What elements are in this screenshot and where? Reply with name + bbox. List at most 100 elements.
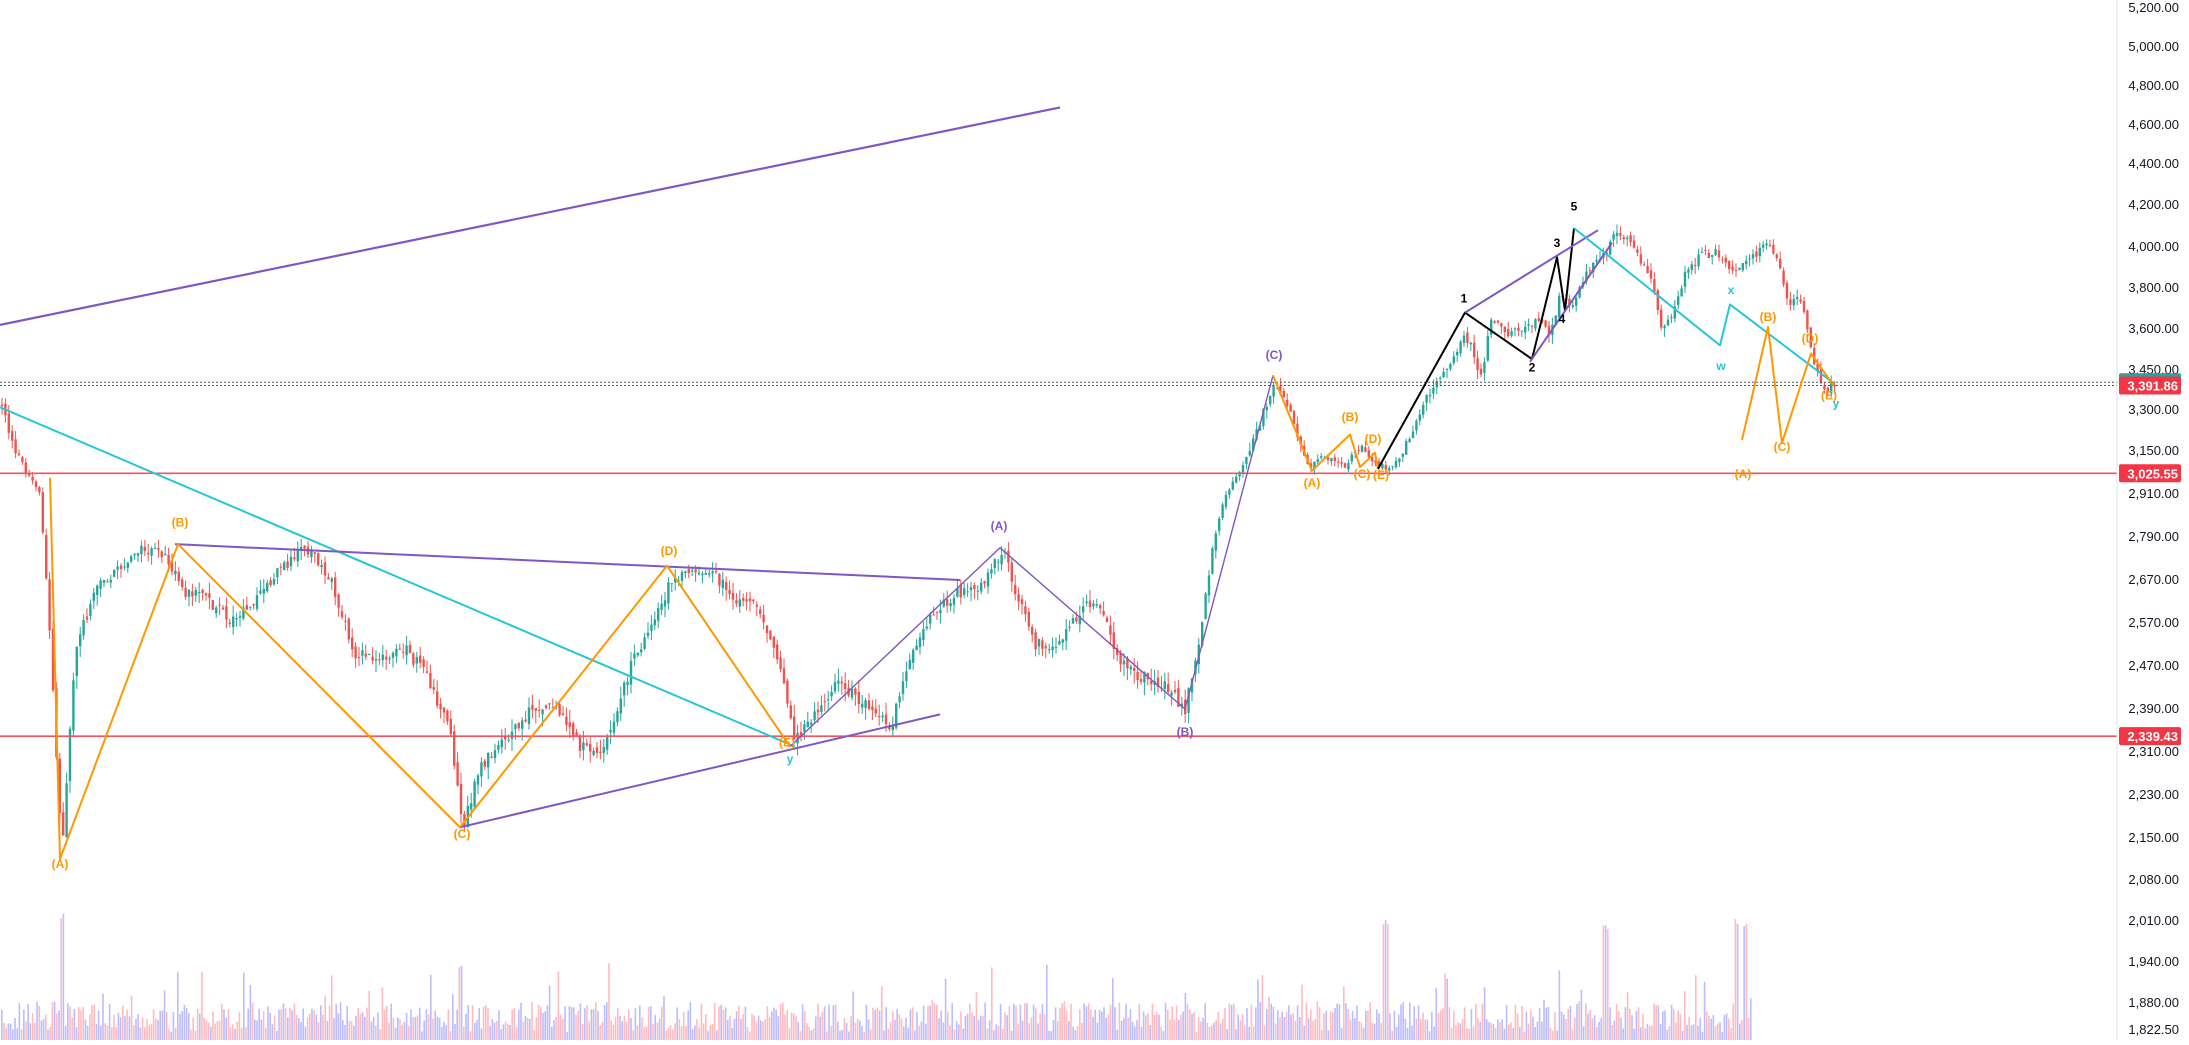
volume-bar (306, 1017, 309, 1040)
candle (1068, 620, 1071, 632)
y-tick-label: 4,600.00 (2128, 117, 2179, 132)
orange-wave-left[interactable] (49, 477, 791, 860)
cyan-descending-trendline[interactable] (0, 406, 796, 748)
volume-bar (1109, 1004, 1112, 1040)
candle (1493, 320, 1496, 325)
candle (208, 582, 211, 610)
candle (218, 597, 221, 616)
volume-bar (1345, 1003, 1347, 1040)
candle (31, 472, 34, 485)
y-tick-label: 2,790.00 (2128, 529, 2179, 544)
volume-bar (1090, 1009, 1092, 1040)
candle (334, 571, 337, 606)
candle (1122, 653, 1126, 676)
volume-bar (9, 1023, 12, 1040)
volume-bar (1217, 1011, 1220, 1040)
volume-bar (194, 1030, 197, 1040)
orange-triangle-right[interactable] (1272, 374, 1379, 472)
price-axis[interactable]: 5,200.00 5,000.00 4,800.00 4,600.00 4,400.00… (2116, 0, 2179, 1040)
purple-wave-abc[interactable] (789, 375, 1274, 748)
candle (1442, 367, 1445, 378)
volume-bar (1545, 1007, 1547, 1040)
volume-bar (58, 1010, 60, 1040)
wave-label: (B) (172, 515, 189, 529)
volume-bar (304, 1026, 307, 1040)
purple-wedge-upper[interactable] (1464, 229, 1599, 314)
volume-bar (713, 1003, 716, 1040)
volume-bar (1244, 1025, 1246, 1040)
candle (568, 709, 571, 738)
candle (1139, 671, 1143, 685)
candle (861, 695, 864, 714)
volume-bar (1028, 1023, 1030, 1040)
volume-bar (1015, 1005, 1017, 1040)
wave-labels: (A)(B)(C)(D)(E)y(A)(B)(C)(A)(B)(C)(D)(E)… (52, 199, 1840, 871)
candle (745, 592, 748, 611)
candle (1459, 340, 1462, 357)
candle (456, 752, 459, 787)
horizontal-price-lines[interactable] (0, 381, 2117, 737)
volume-bar (938, 1018, 940, 1040)
volume-bar (595, 1002, 597, 1040)
y-tick-label: 2,310.00 (2128, 744, 2179, 759)
volume-bar (1459, 1023, 1462, 1040)
volume-bar (931, 1000, 934, 1040)
volume-bar (1723, 1015, 1726, 1040)
candle (1765, 239, 1768, 250)
volume-bar (757, 1015, 760, 1040)
candle (1663, 324, 1666, 337)
volume-bar (1620, 1017, 1622, 1040)
candle (1677, 290, 1680, 310)
volume-bar (647, 1006, 650, 1040)
candle (286, 553, 289, 571)
volume-bar (1613, 1020, 1616, 1040)
volume-bar (1123, 1018, 1125, 1040)
volume-bar (280, 1009, 282, 1040)
purple-triangle-lower[interactable] (459, 713, 941, 829)
candle (17, 449, 21, 456)
volume-bar (683, 1012, 685, 1040)
volume-bar (960, 1011, 962, 1040)
candle (1007, 542, 1010, 573)
candle (748, 591, 752, 612)
candle (1088, 590, 1092, 613)
candle (1333, 453, 1336, 467)
purple-triangle-upper[interactable] (174, 543, 961, 581)
volume-bar (1189, 1009, 1191, 1040)
volume-bar (152, 1009, 155, 1040)
candle (633, 644, 636, 666)
elliott-wave-drawings[interactable] (0, 106, 1835, 860)
candle (1537, 311, 1540, 323)
volume-bar (1736, 923, 1739, 1040)
candle (255, 587, 259, 612)
volume-bar (366, 1007, 368, 1040)
volume-bar (711, 1024, 714, 1040)
volume-bar (124, 1015, 126, 1040)
candle (531, 694, 534, 719)
volume-bar (1536, 1021, 1539, 1040)
volume-bar (1569, 1005, 1572, 1040)
candle (215, 605, 218, 619)
volume-bar (331, 975, 333, 1040)
volume-bar (1549, 1027, 1552, 1040)
orange-abcde-projection[interactable] (1741, 325, 1835, 444)
candle (1425, 394, 1428, 411)
volume-bar (826, 1031, 828, 1040)
volume-bar (722, 1009, 725, 1040)
purple-wedge-lower[interactable] (1529, 242, 1613, 363)
volume-bar (291, 1010, 293, 1040)
volume-bar (227, 1009, 230, 1040)
candle (1173, 680, 1177, 695)
candle (34, 479, 38, 492)
cyan-wxy-correction[interactable] (1573, 227, 1835, 385)
volume-bar (1442, 1008, 1444, 1040)
candle (1694, 257, 1697, 275)
volume-bar (93, 1004, 95, 1040)
purple-channel-upper-line[interactable] (0, 106, 1061, 326)
candle (1099, 603, 1102, 614)
candle (1384, 460, 1387, 473)
candle (323, 556, 327, 584)
black-impulse[interactable] (1377, 227, 1575, 470)
